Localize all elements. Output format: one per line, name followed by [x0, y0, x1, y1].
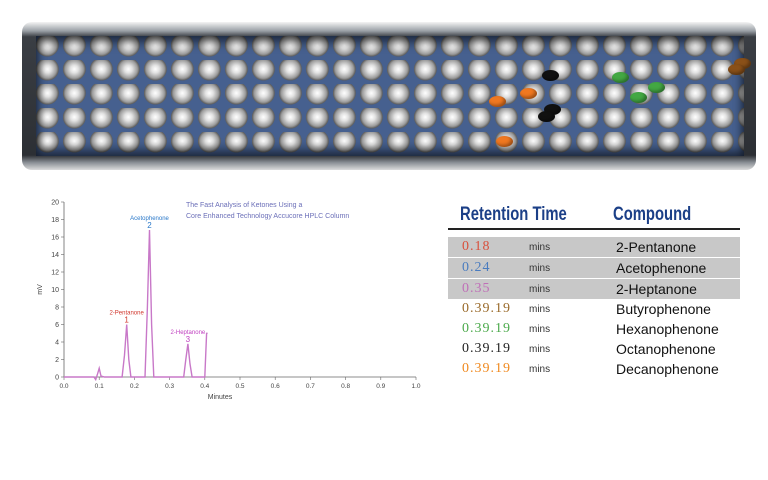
retention-time-value: 0.18 — [462, 239, 491, 254]
chart-title: The Fast Analysis of Ketones Using a Cor… — [186, 200, 436, 222]
x-tick-label: 0.7 — [306, 383, 315, 390]
x-tick-label: 1.0 — [411, 383, 420, 390]
y-tick-label: 0 — [55, 375, 59, 382]
analyte-bead-orange — [496, 136, 513, 147]
analyte-bead-black — [544, 104, 561, 115]
peak-label-number: 1 — [124, 316, 129, 325]
table-header: Retention Time Compound — [448, 204, 740, 230]
chart-title-line-2: Core Enhanced Technology Accucore HPLC C… — [186, 213, 350, 220]
retention-time-unit: mins — [529, 263, 551, 274]
y-tick-label: 2 — [55, 357, 59, 364]
retention-time-unit: mins — [529, 304, 551, 315]
table-row: 0.18 mins 2-Pentanone — [448, 237, 740, 257]
compound-name: Hexanophenone — [616, 321, 719, 337]
chart-title-line-1: The Fast Analysis of Ketones Using a — [186, 202, 303, 209]
y-tick-label: 12 — [51, 270, 59, 277]
y-tick-label: 10 — [51, 287, 59, 294]
retention-time-unit: mins — [529, 284, 551, 295]
compound-name: Octanophenone — [616, 341, 716, 357]
analyte-bead-green — [630, 92, 647, 103]
x-axis-label: Minutes — [208, 394, 233, 401]
y-tick-label: 18 — [51, 217, 59, 224]
y-tick-label: 4 — [55, 340, 59, 347]
y-tick-label: 16 — [51, 235, 59, 242]
table-row: 0.24 mins Acetophenone — [448, 258, 740, 278]
retention-table: Retention Time Compound 0.18 mins 2-Pentan… — [448, 204, 740, 379]
retention-time-value: 0.39.19 — [462, 341, 511, 356]
table-row: 0.39.19 mins Butyrophenone — [448, 299, 740, 319]
header-retention-time: Retention Time — [460, 204, 567, 225]
x-tick-label: 0.0 — [59, 383, 68, 390]
compound-name: 2-Pentanone — [616, 239, 697, 255]
table-row: 0.39.19 mins Octanophenone — [448, 339, 740, 359]
hplc-column-illustration — [22, 22, 756, 170]
retention-time-value: 0.24 — [462, 260, 491, 275]
retention-time-value: 0.39.19 — [462, 361, 511, 376]
analyte-bead-brown — [728, 64, 745, 75]
x-tick-label: 0.6 — [271, 383, 280, 390]
analyte-bead-green — [648, 82, 665, 93]
analyte-bead-black — [538, 111, 555, 122]
compound-name: Acetophenone — [616, 260, 707, 276]
x-tick-label: 0.5 — [235, 383, 244, 390]
retention-time-value: 0.39.19 — [462, 301, 511, 316]
y-tick-label: 20 — [51, 200, 59, 207]
peak-label-name: 2-Pentanone — [109, 311, 144, 317]
table-body: 0.18 mins 2-Pentanone 0.24 mins Acetophenone 0… — [448, 230, 740, 379]
y-tick-label: 14 — [51, 252, 59, 259]
y-axis-label: mV — [37, 284, 44, 295]
table-row: 0.39.19 mins Decanophenone — [448, 359, 740, 379]
chromatogram-trace — [64, 229, 208, 382]
x-tick-label: 0.2 — [130, 383, 139, 390]
peak-label-name: Acetophenone — [130, 216, 169, 222]
compound-name: Decanophenone — [616, 361, 719, 377]
analyte-bead-orange — [489, 96, 506, 107]
peak-label-number: 3 — [186, 335, 191, 344]
y-tick-label: 8 — [55, 305, 59, 312]
packed-particles — [36, 36, 751, 156]
x-tick-label: 0.1 — [95, 383, 104, 390]
header-compound: Compound — [613, 204, 692, 225]
y-tick-label: 6 — [55, 322, 59, 329]
retention-time-unit: mins — [529, 364, 551, 375]
x-tick-label: 0.8 — [341, 383, 350, 390]
analyte-bead-orange — [520, 88, 537, 99]
analyte-bead-brown — [734, 58, 751, 69]
retention-time-value: 0.35 — [462, 281, 491, 296]
retention-time-unit: mins — [529, 344, 551, 355]
x-tick-label: 0.3 — [165, 383, 174, 390]
x-tick-label: 0.4 — [200, 383, 209, 390]
retention-time-unit: mins — [529, 242, 551, 253]
table-row: 0.39.19 mins Hexanophenone — [448, 319, 740, 339]
retention-time-value: 0.39.19 — [462, 321, 511, 336]
table-row: 0.35 mins 2-Heptanone — [448, 279, 740, 299]
retention-time-unit: mins — [529, 324, 551, 335]
compound-name: 2-Heptanone — [616, 281, 697, 297]
peak-label-number: 2 — [147, 221, 152, 230]
x-tick-label: 0.9 — [376, 383, 385, 390]
peak-label-name: 2-Heptanone — [171, 330, 206, 336]
analyte-bead-black — [542, 70, 559, 81]
analyte-bead-green — [612, 72, 629, 83]
compound-name: Butyrophenone — [616, 301, 711, 317]
